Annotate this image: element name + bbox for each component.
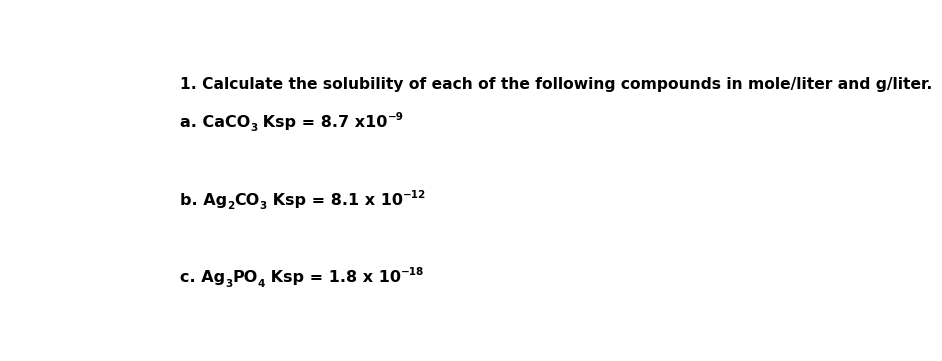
Text: −9: −9 <box>388 112 403 122</box>
Text: b. Ag: b. Ag <box>180 192 227 208</box>
Text: 4: 4 <box>257 279 265 288</box>
Text: PO: PO <box>232 270 257 286</box>
Text: a. CaCO: a. CaCO <box>180 115 250 130</box>
Text: 2: 2 <box>227 201 235 211</box>
Text: CO: CO <box>235 192 259 208</box>
Text: 3: 3 <box>259 201 267 211</box>
Text: Ksp = 1.8 x 10: Ksp = 1.8 x 10 <box>265 270 400 286</box>
Text: 3: 3 <box>225 279 232 288</box>
Text: −12: −12 <box>402 190 426 200</box>
Text: Ksp = 8.7 x10: Ksp = 8.7 x10 <box>257 115 388 130</box>
Text: c. Ag: c. Ag <box>180 270 225 286</box>
Text: −18: −18 <box>400 268 424 278</box>
Text: Ksp = 8.1 x 10: Ksp = 8.1 x 10 <box>267 192 402 208</box>
Text: 3: 3 <box>250 123 257 133</box>
Text: 1. Calculate the solubility of each of the following compounds in mole/liter and: 1. Calculate the solubility of each of t… <box>180 77 933 92</box>
